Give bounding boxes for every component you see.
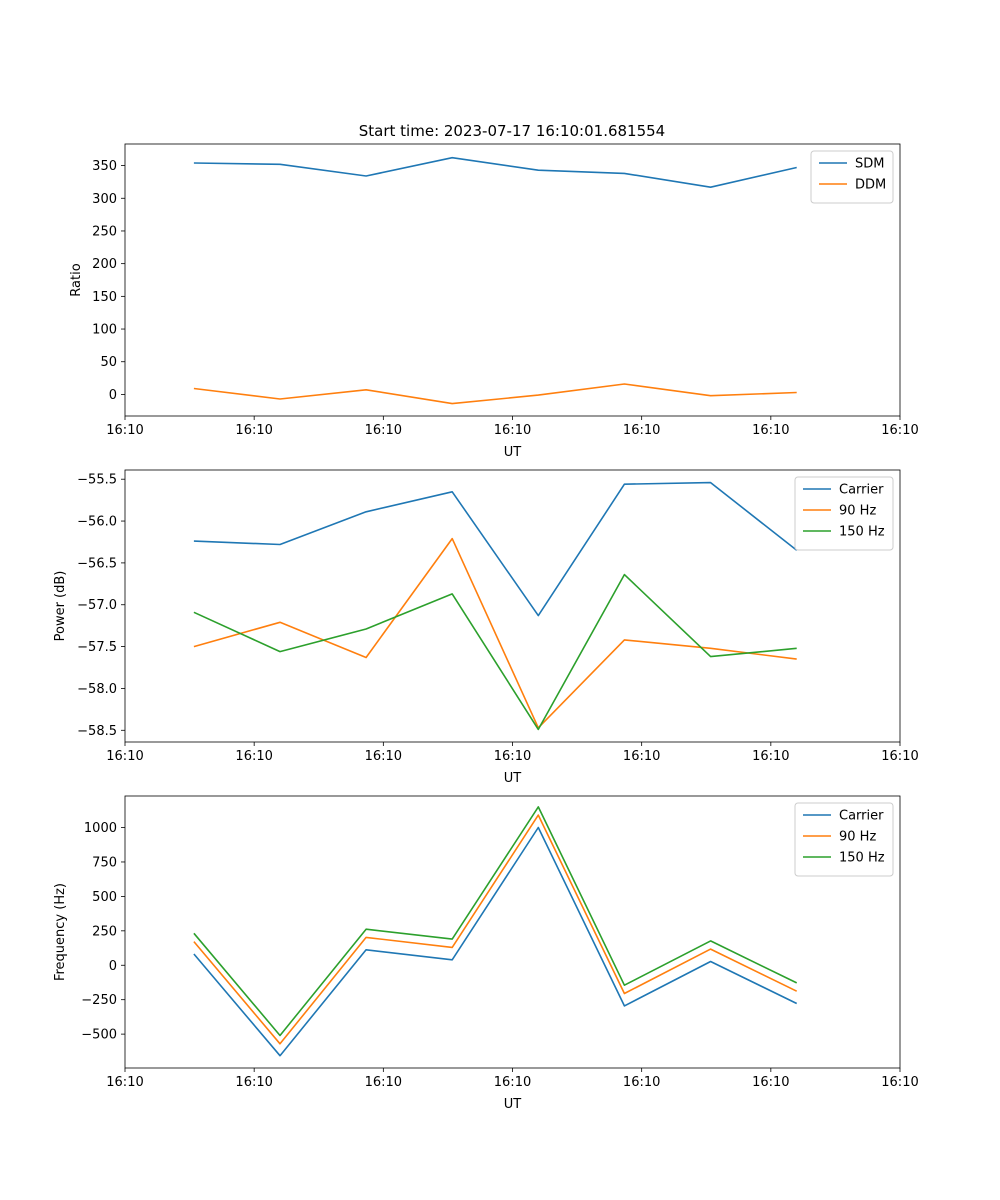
x-tick-label: 16:10 [881, 749, 918, 764]
y-tick-label: 300 [92, 192, 117, 207]
axes-frame [124, 795, 901, 1069]
y-tick-label: −250 [81, 993, 117, 1008]
x-tick-label: 16:10 [752, 1075, 789, 1090]
legend-label: 150 Hz [839, 851, 885, 866]
y-tick-label: 250 [92, 924, 117, 939]
series-line-carrier [193, 481, 798, 617]
x-axis-label: UT [504, 771, 522, 786]
y-tick-label: 250 [92, 224, 117, 239]
y-tick-label: −57.0 [77, 598, 117, 613]
series-line-150-hz [193, 806, 798, 1037]
y-tick-label: 0 [109, 388, 117, 403]
x-tick-label: 16:10 [752, 749, 789, 764]
y-tick-label: 50 [100, 355, 117, 370]
x-tick-label: 16:10 [106, 423, 143, 438]
legend-label: Carrier [839, 809, 884, 824]
x-tick-label: 16:10 [235, 423, 272, 438]
y-tick-label: 100 [92, 323, 117, 338]
axes-frame [124, 143, 901, 417]
legend: Carrier 90 Hz 150 Hz [794, 802, 894, 877]
series-line-150-hz [193, 573, 797, 731]
x-tick-label: 16:10 [623, 423, 660, 438]
x-tick-label: 16:10 [623, 1075, 660, 1090]
legend-box [810, 150, 894, 204]
x-tick-label: 16:10 [106, 749, 143, 764]
series-line-sdm [193, 156, 797, 188]
y-tick-label: 0 [109, 959, 117, 974]
y-tick-label: −58.5 [77, 724, 117, 739]
y-axis-label: Power (dB) [53, 571, 68, 642]
x-tick-label: 16:10 [494, 1075, 531, 1090]
chart-panel-3: 16:10 16:10 16:10 16:10 16:10 16:10 16:10 −500 −… [53, 795, 919, 1112]
x-tick-label: 16:10 [752, 423, 789, 438]
y-tick-label: 200 [92, 257, 117, 272]
legend-label: Carrier [839, 483, 884, 498]
legend-label: 150 Hz [839, 525, 885, 540]
series-line-ddm [193, 383, 797, 405]
y-tick-label: 1000 [84, 821, 117, 836]
y-tick-label: 500 [92, 890, 117, 905]
series-line-carrier [193, 826, 798, 1057]
y-tick-label: −55.5 [77, 473, 117, 488]
y-tick-label: −56.0 [77, 515, 117, 530]
y-tick-label: −500 [81, 1028, 117, 1043]
x-tick-label: 16:10 [235, 749, 272, 764]
y-tick-label: −56.5 [77, 556, 117, 571]
x-tick-label: 16:10 [881, 423, 918, 438]
chart-panel-2: 16:10 16:10 16:10 16:10 16:10 16:10 16:10 −58.5… [53, 469, 919, 786]
x-tick-label: 16:10 [494, 423, 531, 438]
legend: SDM DDM [810, 150, 894, 204]
series-line-90-hz [193, 814, 798, 1045]
y-tick-label: 150 [92, 290, 117, 305]
legend-label: DDM [855, 178, 886, 193]
x-tick-label: 16:10 [881, 1075, 918, 1090]
x-axis-label: UT [504, 445, 522, 460]
x-tick-label: 16:10 [365, 423, 402, 438]
panels: 16:10 16:10 16:10 16:10 16:10 16:10 16:10 0 50 10… [53, 143, 919, 1112]
y-axis-label: Frequency (Hz) [53, 883, 68, 981]
chart-panel-1: 16:10 16:10 16:10 16:10 16:10 16:10 16:10 0 50 10… [69, 143, 919, 460]
x-tick-label: 16:10 [365, 1075, 402, 1090]
legend-label: 90 Hz [839, 830, 876, 845]
y-tick-label: −57.5 [77, 640, 117, 655]
x-tick-label: 16:10 [623, 749, 660, 764]
axes-frame [124, 469, 901, 743]
series-line-90-hz [193, 537, 797, 729]
x-tick-label: 16:10 [365, 749, 402, 764]
x-tick-label: 16:10 [106, 1075, 143, 1090]
legend-label: 90 Hz [839, 504, 876, 519]
y-tick-label: −58.0 [77, 682, 117, 697]
y-tick-label: 750 [92, 855, 117, 870]
figure-title: Start time: 2023-07-17 16:10:01.681554 [359, 122, 665, 140]
x-axis-label: UT [504, 1097, 522, 1112]
legend: Carrier 90 Hz 150 Hz [794, 476, 894, 551]
x-tick-label: 16:10 [494, 749, 531, 764]
y-tick-label: 350 [92, 159, 117, 174]
legend-label: SDM [855, 157, 884, 172]
x-tick-label: 16:10 [235, 1075, 272, 1090]
y-axis-label: Ratio [69, 263, 84, 296]
